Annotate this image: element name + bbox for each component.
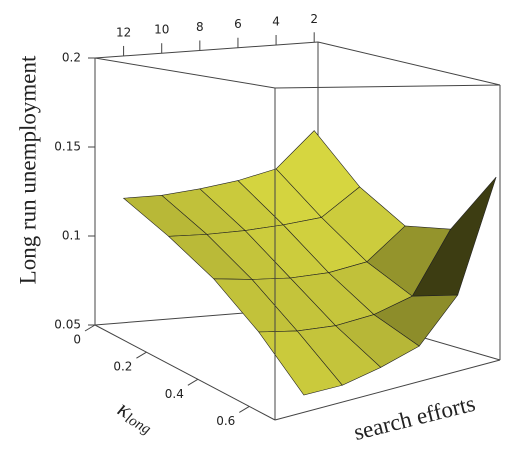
box-edge — [274, 84, 501, 89]
y-tick-label: 0 — [73, 333, 81, 347]
z-tick-label: 0.05 — [54, 318, 81, 332]
y-tick-label: 0.6 — [216, 414, 235, 428]
surface-facet — [258, 330, 343, 396]
box-edge — [274, 359, 501, 421]
x-tick-label: 6 — [234, 17, 242, 31]
box-edge — [94, 41, 319, 59]
z-tick-label: 0.15 — [54, 140, 81, 154]
y-tick — [187, 378, 199, 386]
y-axis-subscript: long — [122, 411, 154, 438]
box-edge — [317, 41, 501, 86]
box-edge — [94, 324, 276, 421]
y-tick-label: 0.2 — [113, 360, 132, 374]
y-tick-label: 0.4 — [165, 387, 184, 401]
x-tick-label: 10 — [154, 23, 169, 37]
x-tick-label: 12 — [116, 25, 131, 39]
y-axis-title: κlong — [112, 396, 159, 439]
x-axis-title: search efforts — [351, 391, 478, 445]
box-edge — [94, 57, 276, 89]
z-axis-title: Long run unemployment — [15, 55, 40, 284]
z-tick-label: 0.2 — [62, 51, 81, 65]
x-tick-label: 2 — [310, 12, 318, 26]
y-tick — [84, 324, 96, 332]
x-tick-label: 8 — [196, 20, 204, 34]
z-tick-label: 0.1 — [62, 229, 81, 243]
y-tick — [136, 351, 147, 359]
x-tick-label: 4 — [272, 15, 280, 29]
y-tick — [239, 405, 250, 413]
